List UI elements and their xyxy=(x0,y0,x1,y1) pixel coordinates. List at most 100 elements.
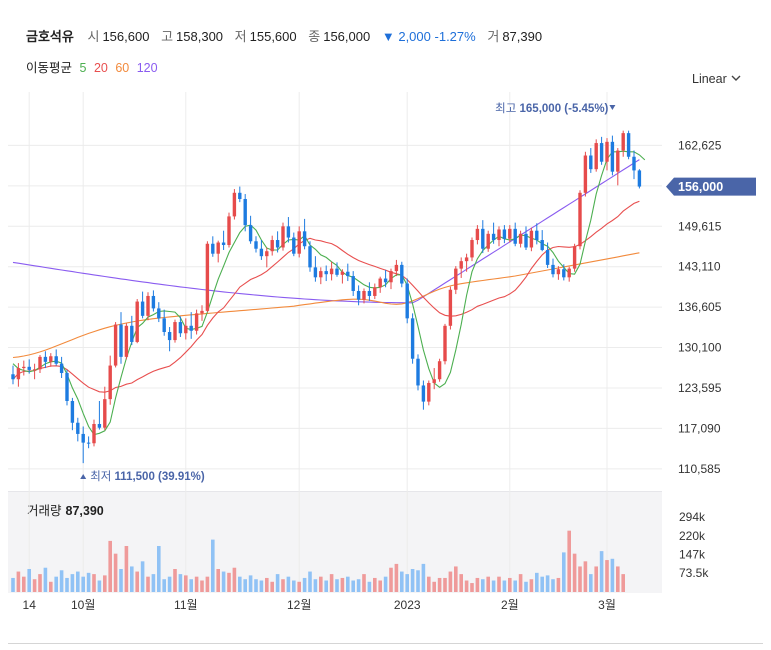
volume-bar xyxy=(540,576,544,592)
volume-bar xyxy=(189,579,193,592)
candle-body xyxy=(346,271,350,277)
volume-bar xyxy=(529,579,534,592)
volume-tick-label: 294k xyxy=(679,510,706,524)
candle-body xyxy=(626,133,631,157)
volume-bar xyxy=(518,574,523,592)
max-price-annotation: 최고 165,000 (-5.45%) xyxy=(495,102,608,115)
candle-body xyxy=(265,251,269,257)
candle-body xyxy=(373,287,377,296)
volume-bar xyxy=(416,570,420,592)
volume-bar xyxy=(59,570,64,592)
candle-body xyxy=(529,230,534,248)
candle-body xyxy=(108,365,112,400)
candle-body xyxy=(632,156,636,171)
volume-bar xyxy=(383,576,388,592)
x-tick-label: 2023 xyxy=(394,598,421,612)
volume-bar xyxy=(65,577,69,592)
volume-bar xyxy=(454,566,458,592)
volume-bar xyxy=(621,574,625,592)
volume-bar xyxy=(351,580,355,592)
volume-bar xyxy=(286,576,291,592)
volume-bar xyxy=(200,580,204,592)
candle-body xyxy=(637,170,642,187)
volume-bar xyxy=(470,583,474,592)
candle-body xyxy=(383,278,388,283)
candle-body xyxy=(113,324,118,366)
volume-panel-title: 거래량 87,390 xyxy=(27,500,104,519)
volume-bar xyxy=(524,581,528,592)
volume-bar xyxy=(508,577,512,592)
candle-body xyxy=(189,325,193,331)
volume-bar xyxy=(394,563,399,592)
volume-bar xyxy=(297,581,301,592)
volume-bar xyxy=(400,571,404,592)
change-value: 2,000 xyxy=(398,29,431,44)
volume-bar xyxy=(373,577,377,592)
stock-name: 금호석유 xyxy=(26,29,74,44)
volume-bar xyxy=(421,563,426,592)
volume-bar xyxy=(211,539,215,592)
x-tick-label: 10월 xyxy=(71,598,95,612)
volume-bar xyxy=(162,579,166,592)
volume-bar xyxy=(194,576,199,592)
volume-bar xyxy=(281,579,285,592)
candle-body xyxy=(572,246,577,269)
candle-body xyxy=(319,271,323,278)
candle-body xyxy=(356,290,361,300)
candle-body xyxy=(259,248,264,257)
scale-dropdown[interactable]: Linear xyxy=(692,71,741,86)
candle-body xyxy=(589,155,593,170)
volume-bar xyxy=(545,575,550,592)
candle-body xyxy=(157,308,161,319)
volume-bar xyxy=(103,575,107,592)
ma5-line xyxy=(12,150,646,436)
volume-bar xyxy=(292,580,296,592)
close-value: 156,000 xyxy=(323,29,371,44)
x-tick-label: 2월 xyxy=(501,598,519,612)
volume-tick-label: 73.5k xyxy=(679,566,709,580)
candle-body xyxy=(405,283,409,319)
candle-body xyxy=(178,322,183,334)
candle-body xyxy=(238,192,242,200)
moving-average-legend[interactable]: 이동평균 5 20 60 120 xyxy=(26,57,162,76)
candle-body xyxy=(243,199,247,226)
candle-body xyxy=(146,295,150,316)
candle-body xyxy=(16,368,21,380)
candle-body xyxy=(275,240,280,248)
candle-body xyxy=(335,268,339,275)
max-marker-icon xyxy=(609,105,616,110)
candle-body xyxy=(43,356,48,362)
open-label: 시 xyxy=(87,29,100,44)
candle-body xyxy=(378,278,382,288)
volume-bar xyxy=(497,576,501,592)
volume-bar xyxy=(227,572,231,592)
volume-value: 87,390 xyxy=(502,29,543,44)
candle-body xyxy=(216,242,220,254)
change-down-arrow-icon: ▼ xyxy=(381,29,395,44)
candle-body xyxy=(340,271,345,275)
x-tick-label: 12월 xyxy=(287,598,311,612)
low-label: 저 xyxy=(234,29,247,44)
candle-body xyxy=(551,264,555,275)
y-tick-label: 149,615 xyxy=(678,219,722,233)
volume-bar xyxy=(157,546,161,592)
volume-bar xyxy=(448,571,453,592)
ma-legend-label: 이동평균 xyxy=(26,61,73,75)
last-price-badge xyxy=(666,177,756,196)
candle-body xyxy=(427,382,431,402)
candle-body xyxy=(508,228,512,239)
candle-body xyxy=(92,423,96,444)
candle-body xyxy=(410,318,415,359)
volume-bar xyxy=(313,579,318,592)
volume-bar xyxy=(578,566,582,592)
volume-bar xyxy=(599,551,604,592)
volume-bar xyxy=(232,567,237,592)
price-header: 금호석유 시 156,600 고 158,300 저 155,600 종 156,000… xyxy=(26,26,550,45)
volume-bar xyxy=(486,576,490,592)
candle-body xyxy=(362,290,366,300)
candle-body xyxy=(454,268,458,290)
candle-body xyxy=(86,442,91,444)
candle-body xyxy=(594,143,598,170)
y-tick-label: 130,100 xyxy=(678,341,722,355)
